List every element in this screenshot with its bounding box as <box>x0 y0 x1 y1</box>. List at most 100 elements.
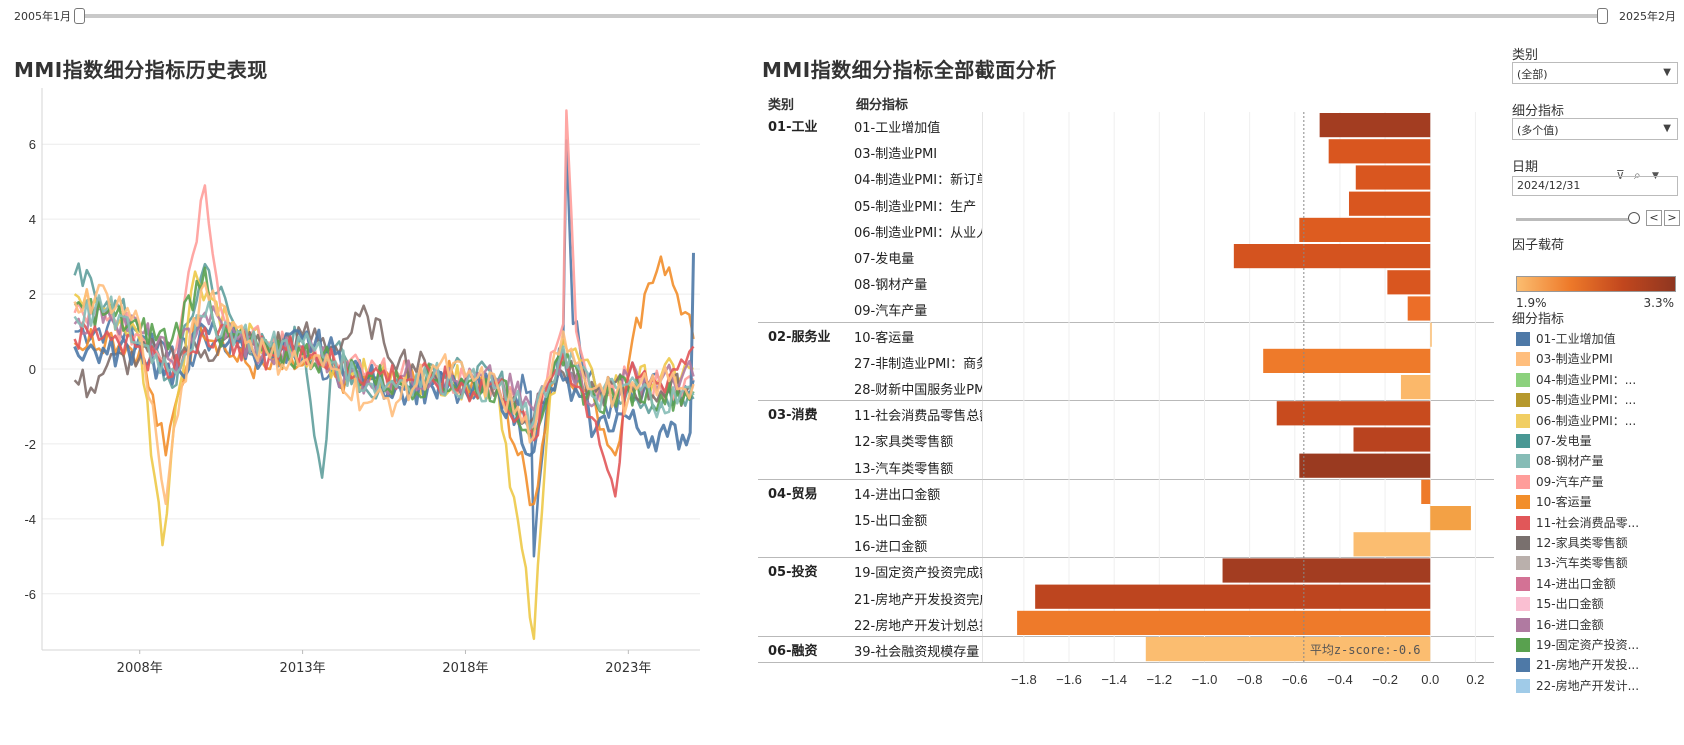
legend-item[interactable]: 10-客运量 <box>1516 493 1684 511</box>
bar[interactable] <box>1035 584 1431 609</box>
legend-item[interactable]: 09-汽车产量 <box>1516 473 1684 491</box>
legend-item[interactable]: 21-房地产开发投... <box>1516 656 1684 674</box>
bar[interactable] <box>1017 610 1431 635</box>
indicator-label[interactable]: 03-制造业PMI <box>854 147 938 163</box>
bar[interactable] <box>1348 191 1431 216</box>
history-line-chart-svg[interactable]: 6 4 2 0 -2 -4 -6 2008年 2013年 2018年 2023年 <box>0 88 762 745</box>
bar[interactable] <box>1222 558 1431 583</box>
indicator-label[interactable]: 08-钢材产量 <box>854 278 928 294</box>
indicator-label[interactable]: 04-制造业PMI：新订单 <box>854 173 982 189</box>
indicator-label[interactable]: 14-进出口金额 <box>854 487 941 503</box>
filter-clear-icon[interactable]: ⊽ <box>1616 168 1625 182</box>
date-prev-button[interactable]: < <box>1646 210 1662 226</box>
legend-item[interactable]: 01-工业增加值 <box>1516 330 1684 348</box>
bar[interactable] <box>1387 270 1431 295</box>
bar[interactable] <box>1407 296 1431 321</box>
bar[interactable] <box>1233 244 1431 269</box>
column-header-category: 类别 <box>768 98 795 113</box>
legend-item[interactable]: 12-家具类零售额 <box>1516 534 1684 552</box>
legend-item[interactable]: 06-制造业PMI：... <box>1516 412 1684 430</box>
legend-label: 10-客运量 <box>1536 495 1592 510</box>
legend-label: 21-房地产开发投... <box>1536 658 1640 673</box>
group-divider <box>758 636 1494 637</box>
date-input[interactable]: 2024/12/31 <box>1512 176 1678 196</box>
legend-item[interactable]: 22-房地产开发计... <box>1516 677 1684 695</box>
indicator-label[interactable]: 39-社会融资规模存量 <box>854 645 980 660</box>
search-icon[interactable]: ⌕ <box>1634 168 1641 182</box>
indicator-label[interactable]: 12-家具类零售额 <box>854 435 954 451</box>
legend-swatch <box>1516 617 1530 632</box>
category-filter-select[interactable]: (全部) ▼ <box>1512 62 1678 84</box>
bar[interactable] <box>1355 165 1431 190</box>
line-series[interactable] <box>73 270 694 641</box>
legend-label: 12-家具类零售额 <box>1536 536 1628 550</box>
legend-item[interactable]: 19-固定资产投资... <box>1516 636 1684 654</box>
legend-item[interactable]: 03-制造业PMI <box>1516 350 1684 368</box>
group-divider <box>758 478 1494 480</box>
bar[interactable] <box>1430 322 1432 347</box>
y-tick-label: 0 <box>29 362 36 377</box>
category-label: 01-工业 <box>768 120 818 135</box>
legend-item[interactable]: 15-出口金额 <box>1516 595 1684 613</box>
legend-item[interactable]: 05-制造业PMI：... <box>1516 391 1684 409</box>
bar[interactable] <box>1276 401 1431 426</box>
legend-swatch <box>1516 678 1530 693</box>
indicator-label[interactable]: 11-社会消费品零售总额 <box>854 409 982 425</box>
legend-swatch <box>1516 556 1530 571</box>
bar[interactable] <box>1263 348 1431 373</box>
cross-section-panel[interactable]: 类别 细分指标 01-工业 01-工业增加值 03-制造业PMI 04-制造业PMI：… <box>758 92 1510 745</box>
bar[interactable] <box>1299 453 1431 478</box>
indicator-label[interactable]: 16-进口金额 <box>854 540 928 556</box>
bar[interactable] <box>1400 375 1431 400</box>
x-tick-label: 2018年 <box>442 661 488 676</box>
indicator-label[interactable]: 13-汽车类零售额 <box>854 461 954 477</box>
legend-label: 01-工业增加值 <box>1536 332 1616 346</box>
indicator-label[interactable]: 05-制造业PMI：生产 <box>854 199 977 215</box>
line-series[interactable] <box>73 321 695 498</box>
legend-item[interactable]: 08-钢材产量 <box>1516 452 1684 470</box>
bar[interactable] <box>1328 139 1431 164</box>
legend-item[interactable]: 04-制造业PMI：... <box>1516 371 1684 389</box>
date-next-button[interactable]: > <box>1664 210 1680 226</box>
slider-end-label: 2025年2月 <box>1619 10 1676 23</box>
bar[interactable] <box>1299 217 1431 242</box>
indicator-filter-select[interactable]: (多个值) ▼ <box>1512 118 1678 140</box>
date-slider-track[interactable] <box>1516 218 1628 221</box>
bar[interactable] <box>1353 532 1431 557</box>
bar[interactable] <box>1319 113 1431 138</box>
history-line-chart[interactable]: 6 4 2 0 -2 -4 -6 2008年 2013年 2018年 2023年 <box>0 88 762 745</box>
indicator-label[interactable]: 01-工业增加值 <box>854 121 941 136</box>
date-slider-thumb[interactable] <box>1628 212 1640 224</box>
slider-end-handle[interactable] <box>1597 8 1608 24</box>
cross-section-bar-chart[interactable]: 平均z-score:-0.6 −1.8 −1.6 −1.4 −1.2 −1.0 −0.8 −0… <box>982 112 1510 745</box>
bar[interactable] <box>1421 479 1431 504</box>
legend-item[interactable]: 14-进出口金额 <box>1516 575 1684 593</box>
slider-track[interactable] <box>80 14 1602 18</box>
indicator-label[interactable]: 19-固定资产投资完成额 <box>854 566 982 582</box>
legend-swatch <box>1516 372 1530 387</box>
indicator-label[interactable]: 27-非制造业PMI：商务活动 <box>854 356 982 372</box>
slider-start-label: 2005年1月 <box>14 10 71 23</box>
indicator-label[interactable]: 10-客运量 <box>854 330 915 346</box>
indicator-label[interactable]: 22-房地产开发计划总投资 <box>854 618 982 634</box>
bar[interactable] <box>1353 427 1431 452</box>
legend-item[interactable]: 13-汽车类零售额 <box>1516 554 1684 572</box>
group-divider <box>758 662 1494 664</box>
indicator-legend-title: 细分指标 <box>1512 312 1565 327</box>
x-tick-label: −0.2 <box>1372 672 1398 687</box>
indicator-label[interactable]: 28-财新中国服务业PMI <box>854 383 982 398</box>
line-series[interactable] <box>73 252 695 457</box>
legend-item[interactable]: 11-社会消费品零... <box>1516 514 1684 532</box>
legend-item[interactable]: 16-进口金额 <box>1516 616 1684 634</box>
indicator-label[interactable]: 15-出口金额 <box>854 514 928 529</box>
indicator-label[interactable]: 06-制造业PMI：从业人员 <box>854 225 982 241</box>
indicator-label[interactable]: 07-发电量 <box>854 252 915 267</box>
legend-item[interactable]: 07-发电量 <box>1516 432 1684 450</box>
bar[interactable] <box>1430 506 1471 531</box>
indicator-label[interactable]: 09-汽车产量 <box>854 304 928 320</box>
date-range-slider[interactable]: 2005年1月 2025年2月 <box>0 0 1684 34</box>
bar[interactable] <box>1145 637 1431 662</box>
indicator-label[interactable]: 21-房地产开发投资完成额 <box>854 592 982 608</box>
line-series[interactable] <box>73 281 695 506</box>
slider-start-handle[interactable] <box>74 8 85 24</box>
